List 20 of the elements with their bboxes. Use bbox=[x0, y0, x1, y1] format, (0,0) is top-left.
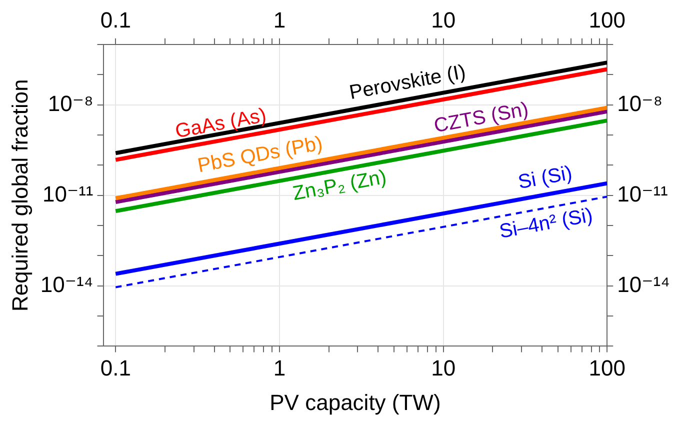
text: 10⁻⁸ bbox=[617, 90, 663, 116]
y-tick-label: 10⁻¹¹ bbox=[42, 181, 94, 206]
text: 10⁻¹¹ bbox=[617, 181, 668, 206]
y-tick-label: 10⁻⁸ bbox=[48, 90, 94, 116]
x-axis-title: PV capacity (TW) bbox=[270, 390, 441, 415]
text: 0.1 bbox=[100, 7, 131, 32]
text: GaAs (As) bbox=[173, 104, 268, 143]
x-tick-label: 0.1 bbox=[100, 355, 131, 380]
text: 10⁻¹⁴ bbox=[617, 272, 670, 297]
text: 10 bbox=[431, 7, 456, 32]
y-tick-label: 10⁻¹⁴ bbox=[40, 272, 94, 297]
text: 1 bbox=[273, 7, 286, 32]
x-tick-label: 1 bbox=[273, 355, 286, 380]
text: Si (Si) bbox=[516, 162, 574, 194]
x-tick-label: 100 bbox=[588, 355, 626, 380]
y-axis-title: Required global fraction bbox=[7, 79, 32, 312]
text: Zn₃P₂ (Zn) bbox=[291, 166, 388, 205]
text: 100 bbox=[588, 7, 626, 32]
x-tick-label: 10 bbox=[431, 355, 456, 380]
text: Si–4n² (Si) bbox=[498, 204, 594, 244]
